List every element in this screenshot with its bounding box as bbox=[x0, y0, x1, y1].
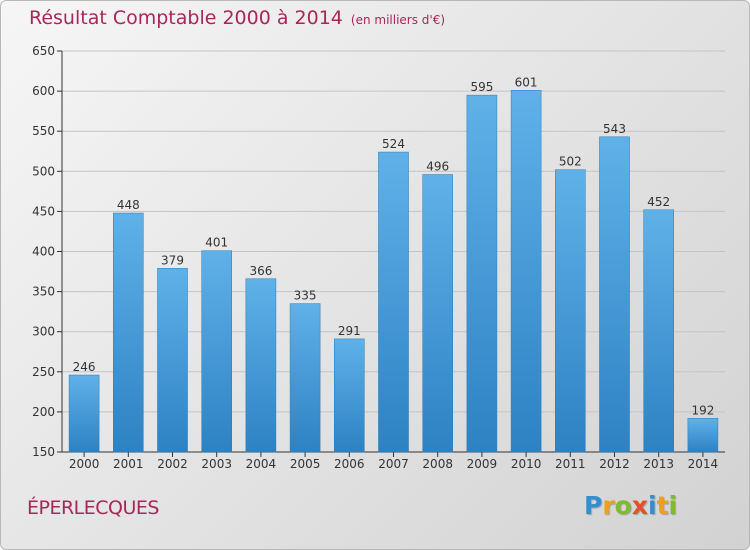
bar-2012 bbox=[599, 136, 630, 453]
chart-title-text: Résultat Comptable 2000 à 2014 bbox=[29, 7, 343, 29]
x-tick-label: 2014 bbox=[688, 457, 719, 471]
y-tick-label: 450 bbox=[32, 204, 55, 218]
x-tick-label: 2004 bbox=[246, 457, 277, 471]
x-tick-label: 2006 bbox=[334, 457, 365, 471]
logo-letter: P bbox=[584, 491, 603, 520]
logo-letter: r bbox=[602, 491, 615, 520]
x-tick-label: 2008 bbox=[422, 457, 453, 471]
value-label: 379 bbox=[161, 253, 184, 267]
y-tick-label: 400 bbox=[32, 245, 55, 259]
y-tick-label: 150 bbox=[32, 445, 55, 459]
value-label: 401 bbox=[205, 236, 228, 250]
logo-letter: i bbox=[648, 491, 657, 520]
logo-letter: i bbox=[668, 491, 678, 520]
x-tick-label: 2003 bbox=[201, 457, 232, 471]
y-tick-label: 250 bbox=[32, 365, 55, 379]
value-label: 448 bbox=[117, 198, 140, 212]
data-labels: 246 448 379 401 366 335 291 524 496 595 601 502 543 4… bbox=[73, 75, 715, 417]
value-label: 452 bbox=[647, 195, 670, 209]
x-tick-label: 2012 bbox=[599, 457, 630, 471]
chart-title: Résultat Comptable 2000 à 2014 (en millie… bbox=[29, 7, 445, 29]
y-tick-label: 600 bbox=[32, 84, 55, 98]
value-label: 291 bbox=[338, 324, 361, 338]
chart-subtitle: (en milliers d'€) bbox=[350, 13, 446, 27]
x-tick-label: 2013 bbox=[643, 457, 674, 471]
bar-2014 bbox=[687, 418, 719, 453]
value-label: 366 bbox=[249, 264, 272, 278]
x-tick-label: 2005 bbox=[290, 457, 321, 471]
city-name: ÉPERLECQUES bbox=[27, 497, 159, 519]
x-tick-label: 2001 bbox=[113, 457, 144, 471]
x-tick-label: 2007 bbox=[378, 457, 409, 471]
value-label: 496 bbox=[426, 160, 449, 174]
value-label: 335 bbox=[294, 289, 317, 303]
bar-2001 bbox=[113, 212, 144, 453]
value-label: 524 bbox=[382, 137, 405, 151]
y-tick-label: 350 bbox=[32, 285, 55, 299]
value-label: 595 bbox=[470, 80, 493, 94]
bar-2004 bbox=[245, 278, 277, 453]
bar-2003 bbox=[201, 250, 232, 453]
y-tick-label: 500 bbox=[32, 164, 55, 178]
value-label: 601 bbox=[515, 75, 538, 89]
x-tick-label: 2010 bbox=[511, 457, 542, 471]
x-tick-label: 2009 bbox=[467, 457, 498, 471]
y-tick-label: 200 bbox=[32, 405, 55, 419]
x-tick-label: 2011 bbox=[555, 457, 586, 471]
logo-letter: x bbox=[631, 491, 648, 520]
bar-2011 bbox=[555, 169, 586, 453]
bar-2013 bbox=[643, 209, 674, 453]
bar-2010 bbox=[510, 90, 542, 453]
bar-2006 bbox=[334, 338, 365, 453]
value-label: 502 bbox=[559, 155, 582, 169]
bar-2008 bbox=[422, 174, 453, 453]
bar-2000 bbox=[68, 374, 100, 453]
logo-letter: o bbox=[614, 491, 632, 520]
bars bbox=[68, 90, 719, 453]
value-label: 246 bbox=[73, 360, 96, 374]
x-tick-label: 2002 bbox=[157, 457, 188, 471]
proxiti-logo: Proxiti bbox=[584, 491, 677, 520]
y-tick-label: 300 bbox=[32, 325, 55, 339]
value-label: 192 bbox=[691, 403, 714, 417]
value-label: 543 bbox=[603, 122, 626, 136]
bar-2007 bbox=[378, 151, 409, 453]
y-tick-label: 550 bbox=[32, 124, 55, 138]
bar-2009 bbox=[466, 94, 498, 453]
logo-letter: t bbox=[656, 491, 669, 520]
bar-2002 bbox=[157, 268, 188, 453]
x-tick-label: 2000 bbox=[69, 457, 100, 471]
bar-2005 bbox=[289, 303, 321, 453]
y-tick-label: 650 bbox=[32, 44, 55, 58]
